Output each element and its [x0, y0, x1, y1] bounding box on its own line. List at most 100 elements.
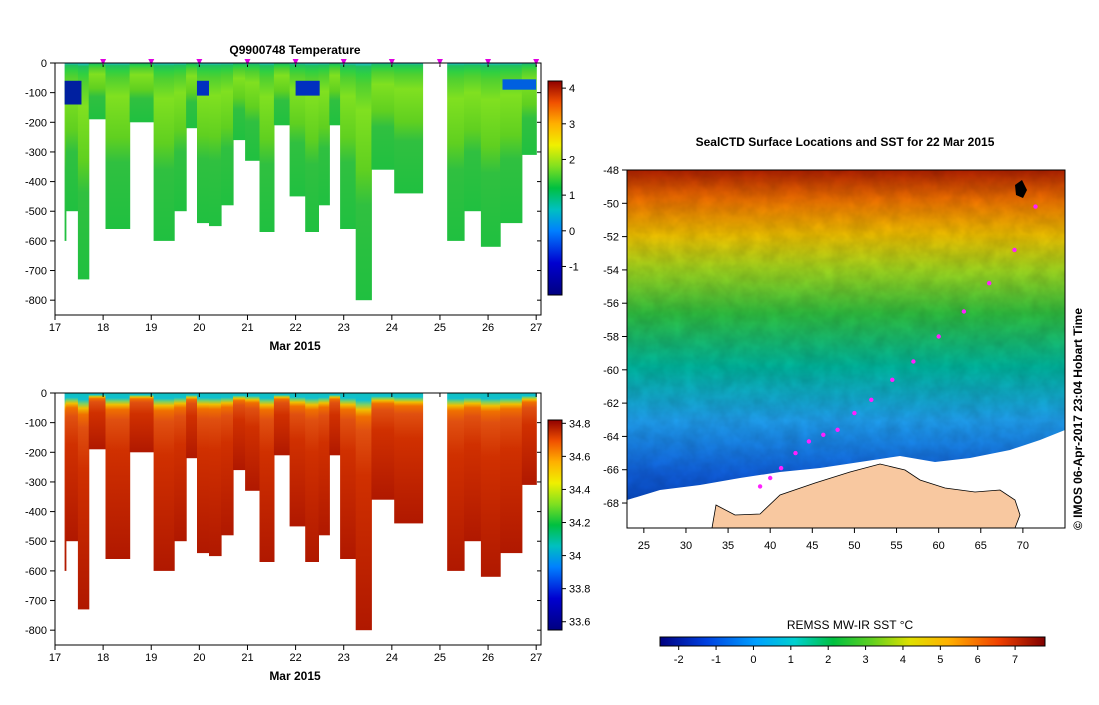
sst-colorbar-title: REMSS MW-IR SST °C	[787, 618, 914, 632]
profile-column	[197, 63, 210, 224]
colorbar-tick-label: 0	[569, 226, 575, 238]
y-tick-label: -800	[25, 295, 47, 307]
profile-column	[329, 393, 341, 456]
y-tick-label: 0	[41, 58, 47, 70]
profile-column	[174, 393, 187, 542]
profile-column	[174, 63, 187, 212]
colorbar-tick-label: 34.8	[569, 418, 590, 430]
x-tick-label: 23	[338, 652, 350, 664]
sst-colorbar-tick-label: 1	[788, 654, 794, 666]
surface-marker	[196, 59, 203, 65]
profile-column	[273, 393, 291, 456]
surface-marker	[388, 59, 395, 65]
cold-layer-patch	[295, 80, 320, 96]
profile-column	[245, 393, 261, 491]
profile-column	[464, 63, 482, 212]
x-tick-label: 22	[289, 322, 301, 334]
x-tick-label: 25	[434, 652, 446, 664]
profile-column	[318, 393, 330, 536]
profile-column	[318, 63, 330, 206]
map-y-tick-label: -64	[603, 431, 619, 443]
profile-column	[464, 393, 482, 542]
x-tick-label: 19	[145, 322, 157, 334]
map-y-tick-label: -48	[603, 165, 619, 177]
profile-column	[500, 393, 523, 554]
profile-column	[355, 63, 372, 301]
data-gap	[423, 63, 448, 315]
cold-layer-patch	[196, 80, 209, 96]
colorbar-tick-label: 34.6	[569, 451, 590, 463]
y-tick-label: -600	[25, 566, 47, 578]
sst-colorbar-tick-label: 6	[975, 654, 981, 666]
track-point	[1012, 247, 1017, 253]
map-y-tick-label: -58	[603, 332, 619, 344]
temperature-colorbar	[547, 80, 563, 296]
profile-column	[480, 393, 501, 577]
profile-column	[77, 393, 90, 610]
map-x-tick-label: 50	[848, 540, 860, 552]
track-point	[936, 334, 941, 339]
map-y-tick-label: -56	[603, 298, 619, 310]
colorbar-tick-label: 1	[569, 190, 575, 202]
surface-marker	[100, 59, 107, 65]
profile-column	[259, 393, 275, 562]
y-tick-label: -600	[25, 236, 47, 248]
map-y-tick-label: -66	[603, 465, 619, 477]
sst-colorbar-tick-label: 3	[863, 654, 869, 666]
salinity-colorbar-ticks: 33.6 33.8 34 34.2 34.4 34.6 34.8	[562, 418, 590, 629]
track-point	[793, 450, 798, 456]
y-tick-label: -400	[25, 507, 47, 519]
salinity-section-panel: 17 18 19 20 21 22 23 24 25 26 27 0 -100 -200 -300 -400 -…	[25, 388, 590, 683]
track-point	[1033, 204, 1038, 209]
profile-column	[153, 393, 175, 571]
x-tick-label: 18	[97, 652, 109, 664]
track-point	[911, 359, 916, 364]
map-y-tick-label: -68	[603, 498, 619, 510]
temperature-field	[64, 63, 537, 315]
map-y-tick-label: -52	[603, 232, 619, 244]
map-x-tick-label: 25	[638, 540, 650, 552]
colorbar-tick-label: -1	[569, 261, 579, 273]
profile-column	[105, 393, 131, 559]
x-tick-label: 26	[482, 652, 494, 664]
x-tick-label: 24	[386, 322, 398, 334]
profile-column	[186, 393, 198, 459]
sst-frame	[626, 169, 1066, 529]
x-tick-label: 18	[97, 322, 109, 334]
x-tick-label: 27	[530, 652, 542, 664]
colorbar-tick-label: 34	[569, 551, 581, 563]
y-tick-label: -200	[25, 447, 47, 459]
map-x-tick-label: 40	[764, 540, 776, 552]
map-x-tick-label: 55	[890, 540, 902, 552]
profile-column	[480, 63, 501, 247]
map-y-tick-label: -60	[603, 365, 619, 377]
map-y-tick-label: -50	[603, 198, 619, 210]
track-point	[806, 439, 812, 444]
map-x-tick-label: 60	[933, 540, 945, 552]
sst-colorbar-tick-label: 4	[900, 654, 906, 666]
track-point	[778, 465, 784, 471]
salinity-axes: 17 18 19 20 21 22 23 24 25 26 27 0 -100 -200 -300 -400 -…	[25, 388, 542, 664]
y-tick-label: -500	[25, 536, 47, 548]
profile-column	[305, 63, 319, 232]
temperature-section-panel: Q9900748 Temperature 17 18 19 20 21 22 23 24 25 2…	[25, 43, 579, 353]
track-point	[869, 397, 874, 402]
temperature-title: Q9900748 Temperature	[229, 43, 361, 57]
island	[1015, 180, 1027, 198]
sst-map-axes: 25 30 35 40 45 50 55 60 65 70 -48 -50 -52 -54 -56 -58 -6…	[603, 165, 1029, 552]
x-tick-label: 20	[193, 322, 205, 334]
y-tick-label: -100	[25, 88, 47, 100]
x-tick-label: 27	[530, 322, 542, 334]
sst-colorbar-tick-label: 7	[1012, 654, 1018, 666]
colorbar-tick-label: 3	[569, 119, 575, 131]
sst-colorbar-tick-label: -1	[711, 654, 721, 666]
track-point	[961, 309, 967, 314]
surface-marker	[485, 59, 492, 65]
y-tick-label: -700	[25, 596, 47, 608]
temperature-colorbar-ticks: -1 0 1 2 3 4	[562, 83, 579, 273]
profile-column	[88, 393, 107, 450]
profile-column	[273, 63, 291, 126]
y-tick-label: -500	[25, 206, 47, 218]
profile-column	[129, 393, 155, 453]
